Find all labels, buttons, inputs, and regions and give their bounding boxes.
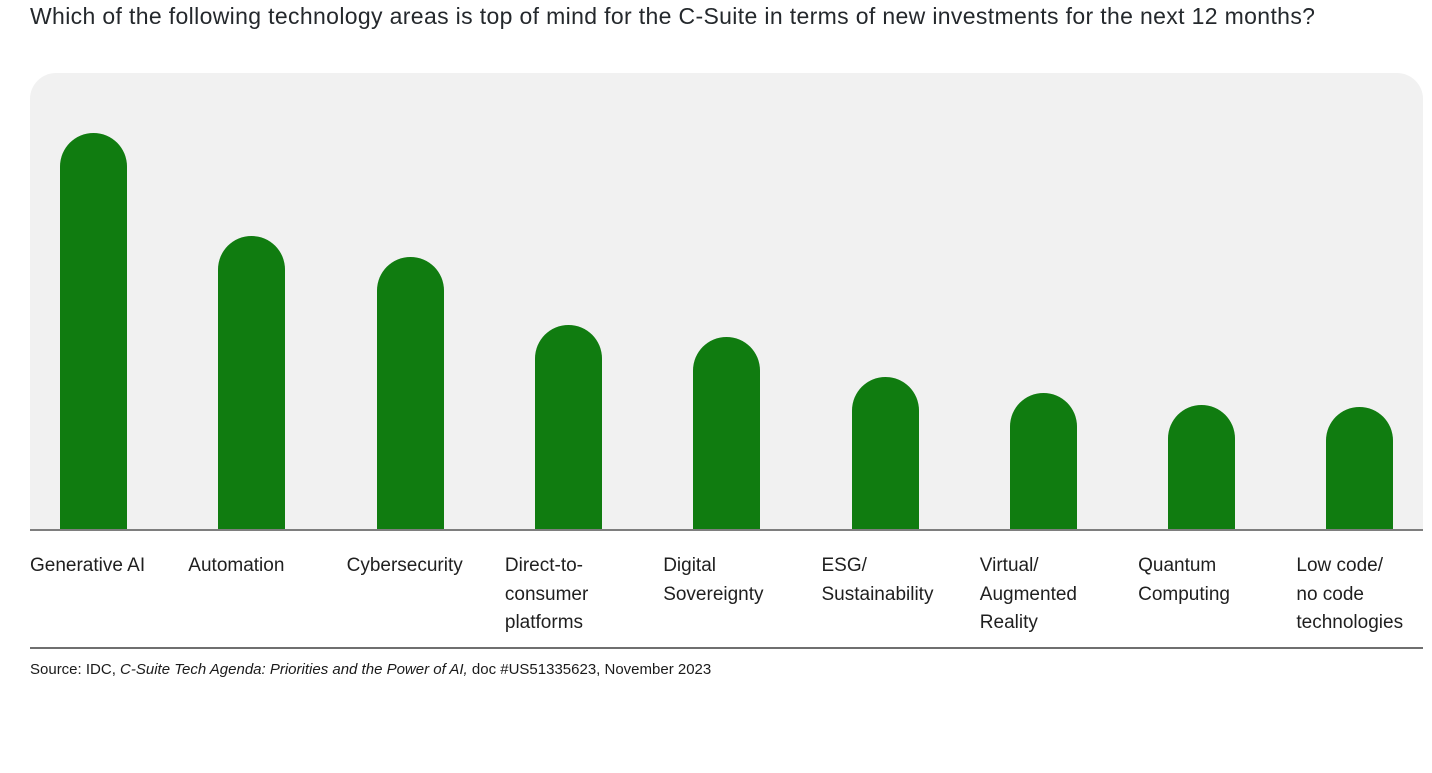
bar-esg-sustainability [851, 376, 919, 529]
source-document-title: C-Suite Tech Agenda: Priorities and the … [120, 661, 468, 678]
source-prefix: Source: IDC, [30, 661, 121, 678]
bar-automation [218, 235, 286, 529]
category-label-digital-sovereignty: Digital Sovereignty [663, 555, 764, 605]
bar-low-code-no-code-technologies [1326, 407, 1394, 529]
category-label-esg-sustainability: ESG/Sustainability [821, 555, 934, 605]
category-label-automation: Automation [188, 555, 285, 576]
chart-plot-area [30, 73, 1423, 529]
category-label-virtual-augmented-reality: Virtual/Augmented Reality [979, 555, 1077, 633]
category-label-direct-to-consumer-platforms: Direct-to-consumer platforms [504, 555, 589, 633]
source-suffix: doc #US51335623, November 2023 [467, 661, 712, 678]
bar-quantum-computing [1168, 405, 1236, 529]
bar-generative-ai [60, 133, 127, 529]
category-label-generative-ai: Generative AI [30, 555, 146, 576]
category-label-low-code-no-code-technologies: Low code/no code technologies [1296, 555, 1404, 633]
bar-virtual-augmented-reality [1009, 393, 1077, 529]
source-line: Source: IDC, C-Suite Tech Agenda: Priori… [30, 661, 711, 678]
chart-question-title: Which of the following technology areas … [30, 3, 1316, 29]
footer-divider [30, 647, 1423, 649]
bar-direct-to-consumer-platforms [534, 325, 602, 529]
category-label-quantum-computing: Quantum Computing [1138, 555, 1230, 605]
bar-cybersecurity [376, 256, 444, 529]
category-label-cybersecurity: Cybersecurity [346, 555, 463, 576]
bar-digital-sovereignty [693, 336, 761, 529]
category-labels-row: Generative AI Automation Cybersecurity Dire… [30, 552, 1432, 644]
x-axis-line [30, 529, 1423, 531]
